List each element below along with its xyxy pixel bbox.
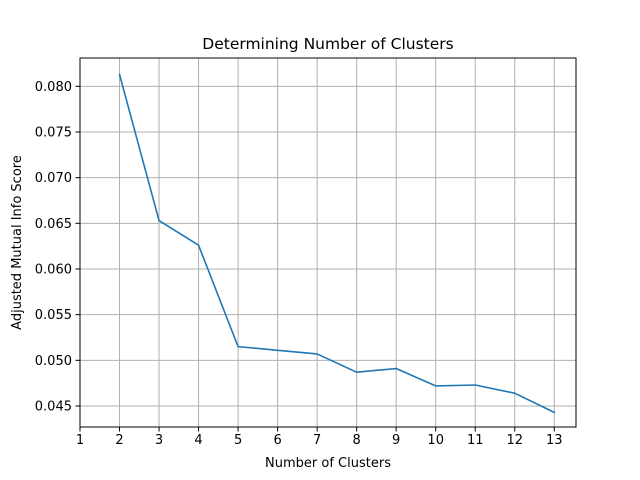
y-tick-label: 0.060 [35, 262, 72, 277]
grid [79, 58, 576, 427]
ticks: 1 2 3 4 5 6 7 8 9 10 11 12 130.0450.0500.0550.0600.0… [35, 80, 563, 448]
y-tick-label: 0.065 [35, 217, 72, 232]
y-tick-label: 0.080 [35, 80, 72, 95]
plot-frame [79, 57, 577, 428]
x-tick-label: 3 [155, 433, 163, 448]
y-axis-title: Adjusted Mutual Info Score [10, 155, 25, 330]
y-tick-label: 0.075 [35, 125, 72, 140]
x-tick-label: 4 [194, 433, 202, 448]
x-tick-label: 6 [273, 433, 281, 448]
x-tick-label: 13 [546, 433, 563, 448]
x-tick-label: 8 [353, 433, 361, 448]
y-tick-label: 0.050 [35, 354, 72, 369]
x-tick-label: 9 [392, 433, 400, 448]
x-axis-title: Number of Clusters [265, 456, 391, 471]
x-tick-label: 10 [427, 433, 444, 448]
x-tick-label: 5 [234, 433, 242, 448]
x-tick-label: 2 [115, 433, 123, 448]
series-line [118, 73, 556, 414]
x-tick-label: 7 [313, 433, 321, 448]
chart-title: Determining Number of Clusters [202, 35, 453, 53]
y-tick-label: 0.055 [35, 308, 72, 323]
x-tick-label: 1 [76, 433, 84, 448]
series-layer [118, 73, 556, 414]
y-tick-label: 0.070 [35, 171, 72, 186]
y-tick-label: 0.045 [35, 399, 72, 414]
x-tick-label: 12 [506, 433, 523, 448]
x-tick-label: 11 [467, 433, 484, 448]
